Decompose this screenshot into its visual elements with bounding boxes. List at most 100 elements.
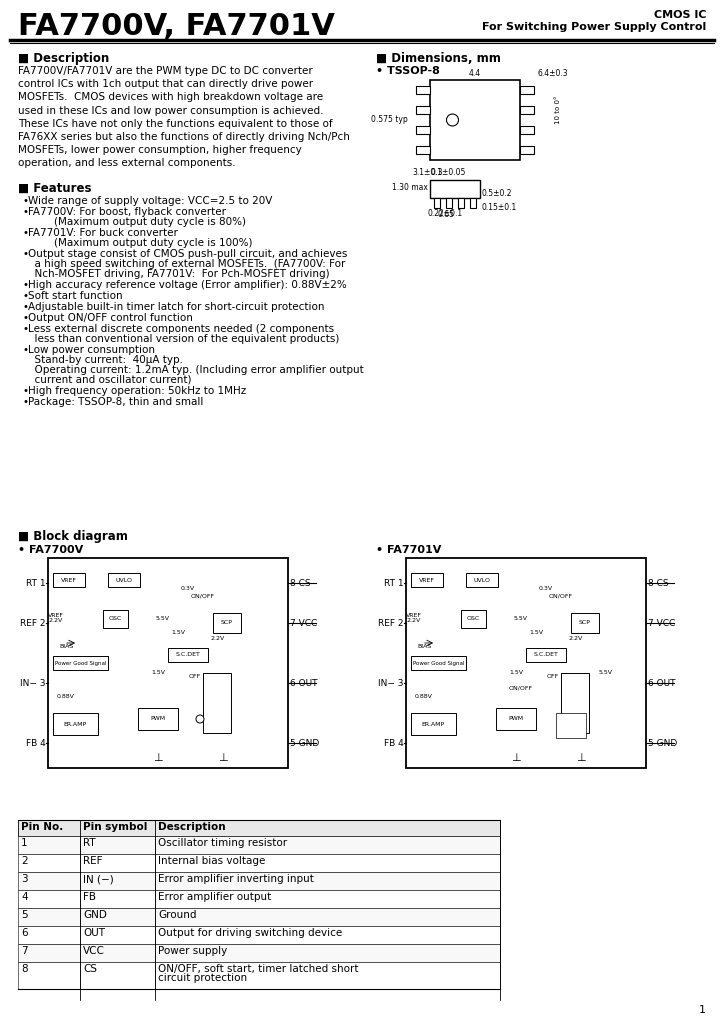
- Text: • TSSOP-8: • TSSOP-8: [376, 66, 440, 76]
- Text: BIAS: BIAS: [417, 643, 431, 648]
- Text: OFF: OFF: [189, 674, 201, 679]
- Text: FA7700V/FA7701V are the PWM type DC to DC converter
control ICs with 1ch output : FA7700V/FA7701V are the PWM type DC to D…: [18, 66, 350, 168]
- Text: Error amplifier inverting input: Error amplifier inverting input: [158, 874, 314, 884]
- Bar: [411, 573, 443, 587]
- Text: IN− 3: IN− 3: [20, 679, 46, 687]
- Text: •: •: [22, 291, 28, 301]
- Text: 6 OUT: 6 OUT: [290, 679, 318, 687]
- Bar: [520, 146, 534, 154]
- Text: 10 to 0°: 10 to 0°: [555, 96, 561, 124]
- Text: 6.4±0.3: 6.4±0.3: [538, 69, 568, 78]
- Bar: [168, 648, 208, 662]
- Text: •: •: [22, 397, 28, 407]
- Text: Internal bias voltage: Internal bias voltage: [158, 856, 266, 866]
- Text: IN (−): IN (−): [83, 874, 114, 884]
- Bar: [571, 613, 599, 633]
- Bar: [556, 713, 586, 738]
- Text: a high speed switching of external MOSFETs.  (FA7700V: For: a high speed switching of external MOSFE…: [28, 259, 345, 269]
- Text: Soft start function: Soft start function: [28, 291, 122, 301]
- Text: Operating current: 1.2mA typ. (Including error amplifier output: Operating current: 1.2mA typ. (Including…: [28, 365, 363, 375]
- Text: GND: GND: [83, 910, 107, 920]
- Text: FB: FB: [83, 892, 96, 902]
- Text: ■ Dimensions, mm: ■ Dimensions, mm: [376, 52, 501, 65]
- Text: UVLO: UVLO: [116, 578, 132, 583]
- Bar: [18, 872, 500, 890]
- Bar: [18, 836, 500, 854]
- Text: •: •: [22, 302, 28, 312]
- Text: FB 4: FB 4: [26, 738, 46, 748]
- Bar: [18, 854, 500, 872]
- Bar: [430, 80, 520, 160]
- Text: ER.AMP: ER.AMP: [421, 722, 445, 726]
- Text: VCC: VCC: [83, 946, 105, 956]
- Text: 7: 7: [21, 946, 28, 956]
- Bar: [18, 962, 500, 989]
- Text: FA7701V: For buck converter: FA7701V: For buck converter: [28, 228, 178, 238]
- Bar: [18, 908, 500, 926]
- Text: • FA7700V: • FA7700V: [18, 545, 83, 555]
- Bar: [18, 926, 500, 944]
- Bar: [461, 610, 486, 628]
- Text: 0.15±0.1: 0.15±0.1: [482, 204, 517, 213]
- Text: CS: CS: [83, 964, 97, 974]
- Text: OUT: OUT: [83, 928, 105, 938]
- Text: OFF: OFF: [547, 674, 559, 679]
- Text: 8 CS: 8 CS: [290, 579, 311, 588]
- Circle shape: [196, 715, 204, 723]
- Text: S.C.DET: S.C.DET: [175, 652, 201, 657]
- Bar: [411, 656, 466, 670]
- Text: ■ Block diagram: ■ Block diagram: [18, 530, 128, 543]
- Text: RT: RT: [83, 838, 96, 848]
- Text: PWM: PWM: [151, 717, 166, 722]
- Text: REF 2: REF 2: [379, 618, 404, 628]
- Text: Output stage consist of CMOS push-pull circuit, and achieves: Output stage consist of CMOS push-pull c…: [28, 249, 348, 259]
- Text: 1.5V: 1.5V: [509, 671, 523, 676]
- Text: 4: 4: [21, 892, 28, 902]
- Text: Low power consumption: Low power consumption: [28, 345, 155, 355]
- Bar: [416, 146, 430, 154]
- Text: Less external discrete components needed (2 components: Less external discrete components needed…: [28, 324, 334, 334]
- Text: 1.5V: 1.5V: [171, 631, 185, 636]
- Text: Pin No.: Pin No.: [21, 822, 63, 831]
- Bar: [470, 198, 476, 208]
- Bar: [108, 573, 140, 587]
- Bar: [411, 713, 456, 735]
- Text: Description: Description: [158, 822, 226, 831]
- Bar: [48, 558, 288, 768]
- Bar: [416, 126, 430, 134]
- Text: SCP: SCP: [221, 621, 233, 626]
- Text: ⊥: ⊥: [218, 753, 228, 763]
- Text: S.C.DET: S.C.DET: [534, 652, 558, 657]
- Text: BIAS: BIAS: [59, 643, 73, 648]
- Bar: [103, 610, 128, 628]
- Text: 5 GND: 5 GND: [290, 738, 319, 748]
- Text: ON/OFF, soft start, timer latched short: ON/OFF, soft start, timer latched short: [158, 964, 358, 974]
- Text: 5.5V: 5.5V: [514, 615, 528, 621]
- Text: 0.65: 0.65: [437, 210, 455, 219]
- Text: ON/OFF: ON/OFF: [509, 685, 533, 690]
- Text: ⊥: ⊥: [153, 753, 163, 763]
- Bar: [406, 558, 646, 768]
- Text: OSC: OSC: [466, 616, 479, 622]
- Text: Adjustable built-in timer latch for short-circuit protection: Adjustable built-in timer latch for shor…: [28, 302, 324, 312]
- Text: 1: 1: [21, 838, 28, 848]
- Bar: [446, 198, 452, 208]
- Text: High frequency operation: 50kHz to 1MHz: High frequency operation: 50kHz to 1MHz: [28, 386, 246, 396]
- Text: Power Good Signal: Power Good Signal: [413, 660, 465, 666]
- Bar: [18, 944, 500, 962]
- Bar: [138, 708, 178, 730]
- Bar: [526, 648, 566, 662]
- Text: •: •: [22, 207, 28, 217]
- Text: 5 GND: 5 GND: [648, 738, 677, 748]
- Text: 2.2V: 2.2V: [211, 636, 225, 640]
- Text: Output ON/OFF control function: Output ON/OFF control function: [28, 313, 193, 323]
- Text: •: •: [22, 324, 28, 334]
- Bar: [430, 180, 480, 198]
- Text: Wide range of supply voltage: VCC=2.5 to 20V: Wide range of supply voltage: VCC=2.5 to…: [28, 196, 272, 206]
- Bar: [213, 613, 241, 633]
- Text: 3: 3: [21, 874, 28, 884]
- Text: Power supply: Power supply: [158, 946, 227, 956]
- Text: 0.3V: 0.3V: [539, 586, 553, 591]
- Text: 0.1±0.05: 0.1±0.05: [430, 168, 466, 177]
- Text: REF: REF: [83, 856, 103, 866]
